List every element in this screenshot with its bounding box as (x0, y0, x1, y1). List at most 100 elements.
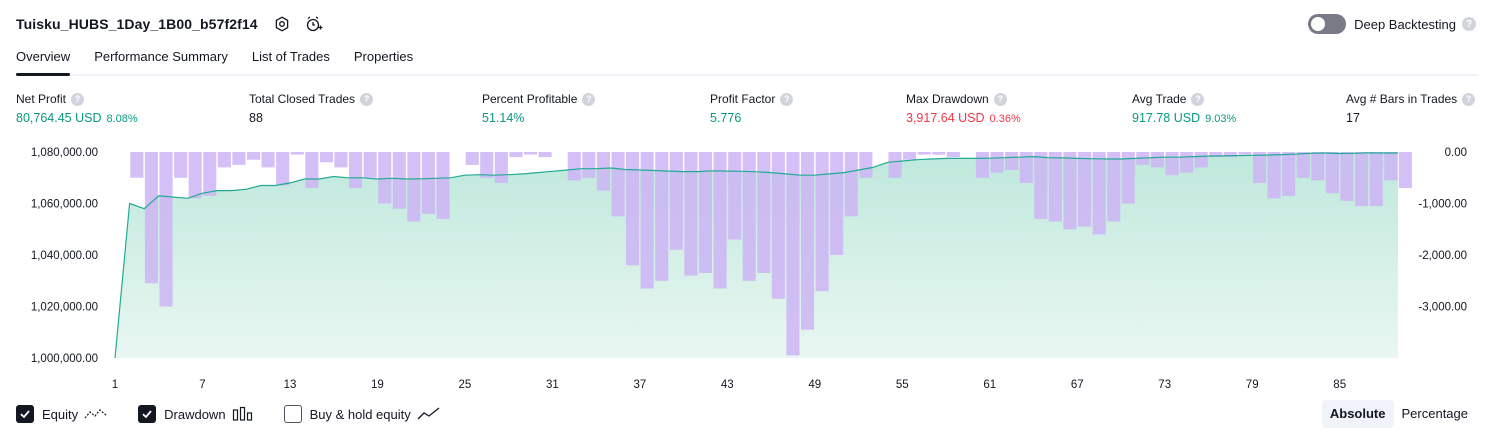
drawdown-bar (144, 152, 158, 284)
drawdown-bar (232, 152, 246, 165)
drawdown-bar (567, 152, 581, 181)
x-tick-label: 73 (1158, 379, 1171, 391)
chart-legend: Equity Drawdown Buy & hold equity (16, 403, 471, 425)
strategy-title: Tuisku_HUBS_1Day_1B00_b57f2f14 (16, 16, 258, 32)
tab-list-of-trades[interactable]: List of Trades (251, 49, 330, 64)
drawdown-bar (1238, 152, 1252, 155)
deep-backtesting-toggle[interactable] (1308, 14, 1347, 34)
drawdown-bar (305, 152, 319, 188)
buy-hold-checkbox[interactable] (283, 405, 302, 423)
metric-percent: 8.08% (106, 113, 138, 125)
info-icon[interactable]: ? (360, 92, 374, 106)
drawdown-bar (1384, 152, 1398, 181)
drawdown-bar (203, 152, 217, 196)
drawdown-bar (917, 152, 931, 155)
drawdown-bar (713, 152, 727, 289)
info-icon[interactable]: ? (993, 92, 1007, 106)
value-mode-switch: Absolute Percentage (1321, 400, 1476, 428)
tab-performance-summary[interactable]: Performance Summary (94, 49, 228, 64)
drawdown-bar (290, 152, 304, 155)
drawdown-bar (1209, 152, 1223, 158)
drawdown-bar (392, 152, 406, 209)
settings-icon[interactable] (272, 14, 292, 34)
metric-label: Avg Trade (1132, 92, 1187, 106)
drawdown-bar (844, 152, 858, 217)
metric-net-profit: Net Profit? 80,764.45 USD 8.08% (16, 92, 138, 125)
metric-label: Percent Profitable (482, 92, 578, 106)
legend-equity[interactable]: Equity (16, 405, 108, 423)
drawdown-bar (1311, 152, 1325, 181)
drawdown-bar (334, 152, 348, 168)
absolute-button[interactable]: Absolute (1321, 400, 1394, 428)
drawdown-bar (188, 152, 202, 199)
drawdown-bar (801, 152, 815, 330)
info-icon[interactable]: ? (1462, 92, 1476, 106)
info-icon[interactable]: ? (71, 92, 85, 106)
drawdown-bar (1223, 152, 1237, 158)
drawdown-bar (786, 152, 800, 356)
drawdown-bar (494, 152, 508, 183)
y-right-tick-label: -2,000.00 (1418, 250, 1467, 262)
legend-drawdown[interactable]: Drawdown (138, 405, 253, 423)
equity-checkbox[interactable] (16, 405, 34, 423)
y-left-tick-label: 1,000,000.00 (31, 353, 98, 365)
help-icon[interactable]: ? (1462, 17, 1476, 31)
drawdown-bar (830, 152, 844, 255)
metric-percent-profitable: Percent Profitable? 51.14% (482, 92, 596, 125)
equity-area (115, 152, 1398, 358)
x-tick-label: 19 (371, 379, 384, 391)
x-tick-label: 25 (459, 379, 472, 391)
drawdown-bar (903, 152, 917, 160)
drawdown-bar (728, 152, 742, 240)
metric-value: 5.776 (710, 111, 742, 125)
drawdown-bar (1005, 152, 1019, 170)
drawdown-bar (975, 152, 989, 178)
drawdown-bar (1282, 152, 1296, 196)
buy-hold-line-icon (417, 406, 441, 422)
drawdown-bar (582, 152, 596, 178)
drawdown-bar (130, 152, 144, 178)
drawdown-bar (1150, 152, 1164, 168)
drawdown-bar (1180, 152, 1194, 173)
drawdown-bar (480, 152, 494, 178)
percentage-button[interactable]: Percentage (1401, 406, 1469, 421)
metric-label: Total Closed Trades (249, 92, 356, 106)
drawdown-bar (1253, 152, 1267, 183)
drawdown-bar (1121, 152, 1135, 204)
add-alert-icon[interactable] (304, 14, 324, 34)
drawdown-bar (596, 152, 610, 191)
x-tick-label: 67 (1071, 379, 1084, 391)
drawdown-bar (611, 152, 625, 217)
info-icon[interactable]: ? (1191, 92, 1205, 106)
x-tick-label: 13 (284, 379, 297, 391)
drawdown-bar (888, 152, 902, 178)
drawdown-bar (261, 152, 275, 168)
drawdown-bar (378, 152, 392, 204)
drawdown-checkbox[interactable] (138, 405, 157, 423)
drawdown-bar (742, 152, 756, 281)
drawdown-bar (1194, 152, 1208, 168)
info-icon[interactable]: ? (582, 92, 596, 106)
metric-percent: 0.36% (989, 113, 1021, 125)
drawdown-bar (1355, 152, 1369, 207)
drawdown-bar (626, 152, 640, 266)
drawdown-bar (990, 152, 1004, 173)
legend-label: Buy & hold equity (309, 406, 411, 422)
legend-buy-hold-equity[interactable]: Buy & hold equity (283, 405, 441, 423)
equity-drawdown-chart[interactable]: 1,080,000.00 1,060,000.00 1,040,000.00 1,02… (0, 140, 1494, 395)
tab-overview[interactable]: Overview (16, 46, 71, 76)
drawdown-bar (436, 152, 450, 219)
drawdown-bar (524, 152, 538, 155)
drawdown-bar (1092, 152, 1106, 235)
deep-backtesting-label: Deep Backtesting (1354, 16, 1456, 32)
drawdown-bars (130, 152, 1412, 356)
info-icon[interactable]: ? (780, 92, 794, 106)
metric-value: 917.78 USD (1132, 111, 1201, 125)
metric-total-closed-trades: Total Closed Trades? 88 (249, 92, 374, 125)
equity-line-icon (84, 406, 108, 422)
tab-properties[interactable]: Properties (353, 49, 414, 64)
drawdown-bar (247, 152, 261, 160)
x-tick-label: 37 (634, 379, 647, 391)
drawdown-bar (217, 152, 231, 168)
drawdown-bar (174, 152, 188, 178)
